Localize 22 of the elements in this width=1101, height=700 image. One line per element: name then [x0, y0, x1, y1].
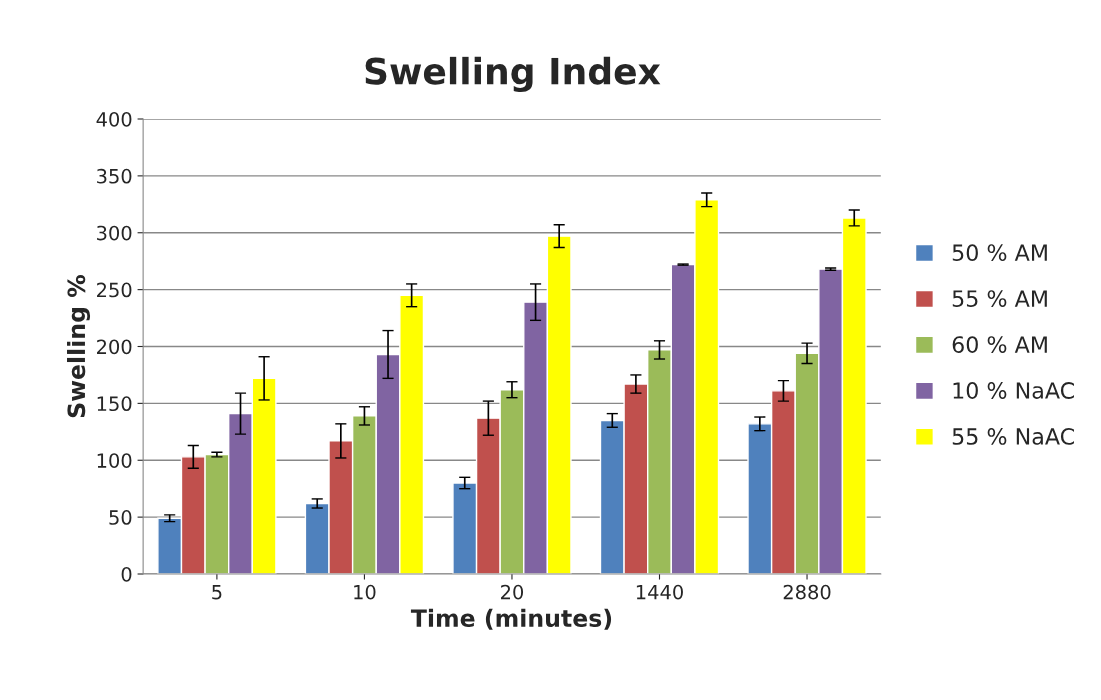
chart-title: Swelling Index — [365, 56, 661, 93]
y-tick-label: 50 — [109, 510, 132, 525]
y-tick-label: 100 — [97, 453, 132, 468]
y-tick-label: 200 — [97, 339, 132, 355]
legend-label: 50 % AM — [952, 244, 1047, 262]
legend-label: 55 % NaAC — [952, 428, 1074, 445]
x-tick-label: 1440 — [636, 584, 683, 600]
legend-label: 55 % AM — [952, 290, 1047, 307]
x-axis-title: Time (minutes) — [410, 608, 612, 630]
legend-label: 60 % AM — [952, 336, 1047, 353]
y-tick-label: 250 — [97, 282, 132, 298]
y-tick-label: 150 — [97, 396, 132, 412]
x-tick-label: 5 — [212, 585, 222, 600]
y-tick-label: 300 — [97, 225, 132, 241]
y-tick-label: 400 — [96, 111, 132, 127]
x-tick-label: 20 — [501, 584, 524, 600]
x-tick-label: 2880 — [783, 584, 831, 600]
y-axis-title: Swelling % — [67, 274, 91, 418]
x-tick-label: 10 — [354, 584, 376, 600]
y-tick-label: 0 — [121, 566, 132, 582]
y-tick-label: 350 — [97, 168, 132, 184]
legend-label: 10 % NaAC — [953, 382, 1074, 399]
